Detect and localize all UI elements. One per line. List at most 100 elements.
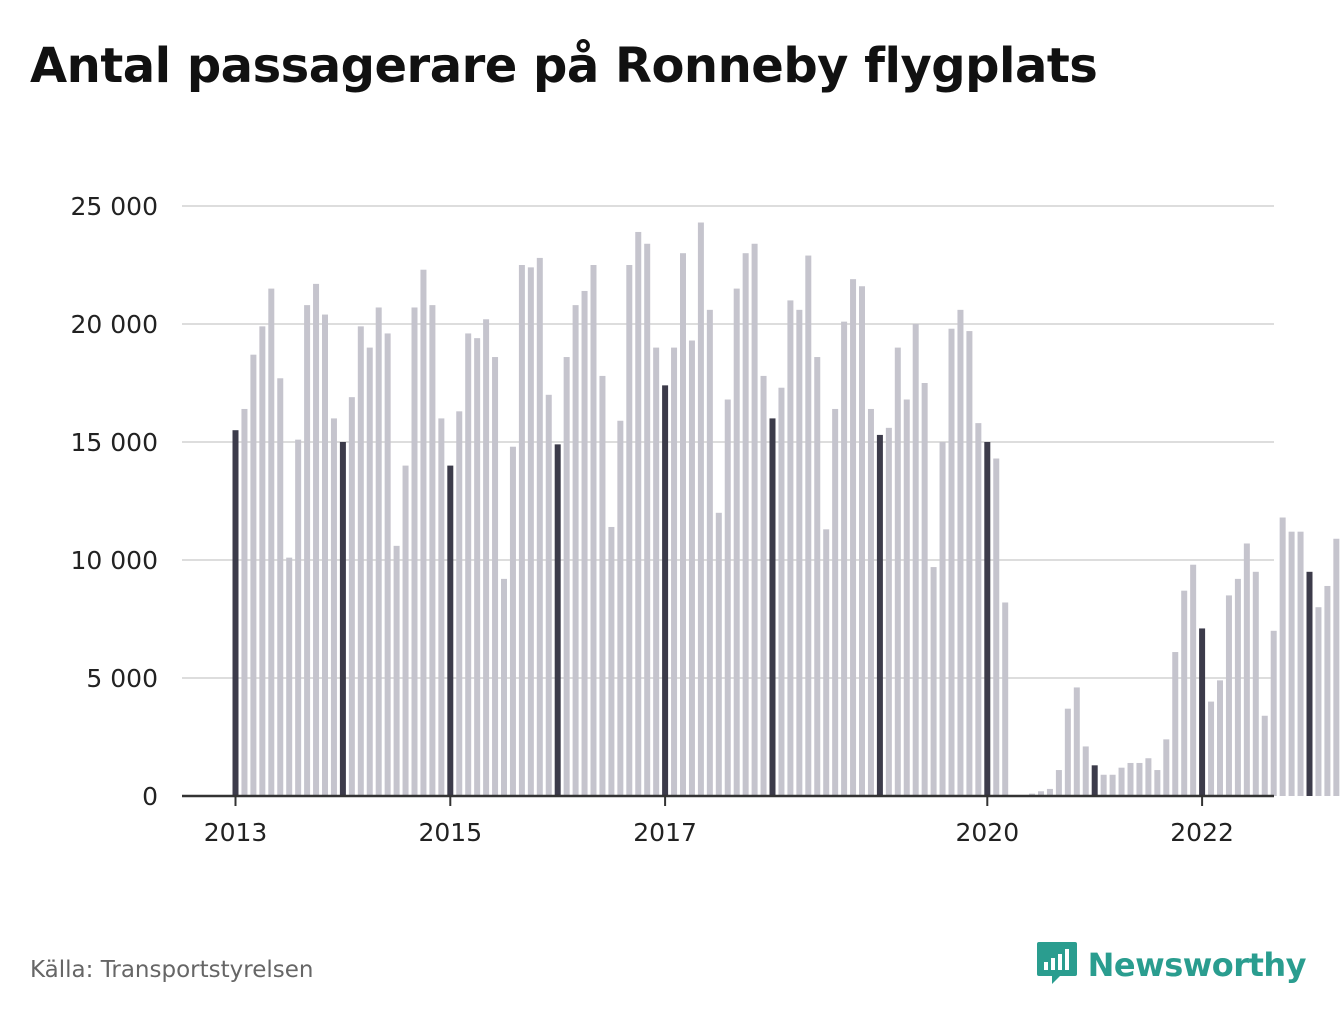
bar bbox=[867, 408, 874, 796]
bar bbox=[384, 333, 391, 796]
y-tick-label: 15 000 bbox=[71, 428, 158, 457]
bar bbox=[1252, 571, 1259, 796]
source-note: Källa: Transportstyrelsen bbox=[30, 957, 314, 983]
bar bbox=[1225, 595, 1232, 796]
bar bbox=[411, 307, 418, 796]
bar bbox=[277, 378, 284, 796]
bar-january bbox=[447, 465, 454, 796]
bar bbox=[1038, 791, 1044, 796]
bar bbox=[787, 300, 794, 796]
bar bbox=[268, 288, 275, 796]
x-tick-label: 2013 bbox=[204, 818, 268, 847]
bar bbox=[1145, 758, 1152, 796]
bar bbox=[1118, 767, 1125, 796]
bar-january bbox=[984, 442, 991, 796]
bar bbox=[1208, 701, 1215, 796]
bar bbox=[492, 357, 499, 796]
bar bbox=[1136, 762, 1143, 796]
bar bbox=[903, 399, 910, 796]
bar bbox=[357, 326, 364, 796]
bar bbox=[241, 408, 248, 796]
bar bbox=[402, 465, 409, 796]
bar bbox=[1279, 517, 1286, 796]
bar bbox=[438, 418, 445, 796]
bar bbox=[1190, 564, 1197, 796]
bar bbox=[483, 319, 490, 796]
bar bbox=[1172, 652, 1179, 796]
brand-logo[interactable]: Newsworthy bbox=[1036, 940, 1307, 990]
bar bbox=[545, 394, 552, 796]
bar bbox=[429, 305, 436, 796]
bar bbox=[259, 326, 266, 796]
y-tick-label: 5 000 bbox=[86, 664, 158, 693]
x-tick-label: 2022 bbox=[1170, 818, 1234, 847]
bar bbox=[313, 283, 320, 796]
bar bbox=[912, 324, 919, 796]
bar bbox=[715, 512, 722, 796]
bar bbox=[1315, 607, 1322, 796]
bar bbox=[393, 545, 400, 796]
bar bbox=[322, 314, 328, 796]
x-tick-label: 2017 bbox=[633, 818, 697, 847]
bar bbox=[509, 446, 516, 796]
bar bbox=[590, 265, 597, 796]
bar bbox=[653, 347, 660, 796]
bar bbox=[572, 305, 579, 796]
bar bbox=[742, 253, 749, 796]
bar bbox=[474, 338, 481, 796]
bar bbox=[894, 347, 901, 796]
bar bbox=[930, 567, 937, 796]
bar-series bbox=[232, 222, 1340, 797]
bar bbox=[456, 411, 463, 796]
y-tick-label: 10 000 bbox=[71, 546, 158, 575]
bar bbox=[1100, 774, 1107, 796]
bar bbox=[706, 309, 713, 796]
bar bbox=[250, 354, 257, 796]
bar bbox=[501, 578, 507, 796]
bar bbox=[518, 265, 525, 796]
bar bbox=[635, 231, 642, 796]
bar bbox=[1055, 770, 1062, 796]
bar bbox=[948, 328, 955, 796]
bar bbox=[527, 267, 534, 796]
bar-january bbox=[232, 430, 239, 796]
bar-january bbox=[1306, 571, 1313, 796]
bar-january bbox=[876, 434, 883, 796]
bar-january bbox=[554, 444, 561, 796]
bar bbox=[1109, 774, 1116, 796]
newsworthy-logo-icon bbox=[1036, 940, 1078, 990]
bar-january bbox=[1199, 628, 1206, 796]
bar bbox=[859, 286, 865, 796]
bar bbox=[814, 357, 821, 796]
bar bbox=[1181, 590, 1188, 796]
bar bbox=[1154, 770, 1161, 796]
bar bbox=[1234, 578, 1241, 796]
brand-name: Newsworthy bbox=[1087, 946, 1307, 984]
bar-january bbox=[1091, 765, 1098, 796]
bar bbox=[608, 526, 615, 796]
bar bbox=[1288, 531, 1295, 796]
bar bbox=[1333, 538, 1340, 796]
bar bbox=[286, 557, 293, 796]
bar bbox=[850, 279, 857, 796]
bar bbox=[1217, 680, 1223, 796]
bar bbox=[778, 387, 785, 796]
x-tick-label: 2020 bbox=[955, 818, 1019, 847]
bar bbox=[993, 458, 1000, 796]
bar bbox=[420, 269, 427, 797]
bar bbox=[921, 383, 928, 796]
bar-chart: 0 5 000 10 000 15 000 20 000 25 000 2013 2015 20… bbox=[71, 192, 1340, 847]
bar bbox=[697, 222, 704, 796]
y-tick-label: 20 000 bbox=[71, 310, 158, 339]
bar bbox=[841, 321, 848, 796]
bar bbox=[1324, 585, 1331, 796]
bar bbox=[805, 255, 812, 796]
bar bbox=[1270, 630, 1277, 796]
bar bbox=[375, 307, 382, 796]
bar bbox=[1064, 708, 1071, 796]
bar bbox=[366, 347, 373, 796]
bar bbox=[671, 347, 678, 796]
bar bbox=[304, 305, 311, 796]
bar bbox=[348, 397, 355, 796]
bar bbox=[581, 290, 588, 796]
